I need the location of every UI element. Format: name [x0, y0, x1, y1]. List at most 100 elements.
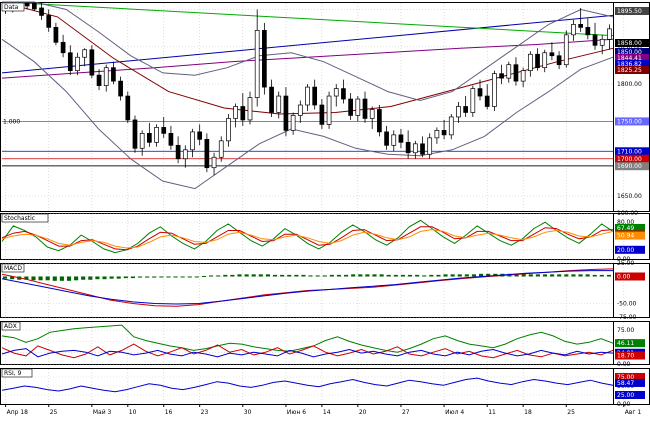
histogram-bar [272, 274, 278, 277]
candle-body [60, 41, 66, 54]
histogram-bar [351, 274, 356, 277]
histogram-bar [74, 276, 79, 281]
level-badge [615, 147, 649, 156]
level-label: 1710.00 [617, 148, 642, 155]
histogram-bar [223, 274, 228, 277]
y-tick-label: 100.00 [617, 210, 638, 217]
pane-title: RSI, 9 [4, 370, 22, 377]
histogram-bar [102, 276, 107, 280]
candle-body [463, 106, 468, 113]
candle-body [103, 67, 109, 86]
histogram-bar [116, 276, 121, 279]
histogram-bar [535, 274, 540, 277]
x-tick-label: Авг 1 [625, 409, 642, 416]
histogram-bar [415, 274, 420, 277]
candle-body [24, 2, 30, 7]
price-badge [615, 60, 649, 68]
candle-body [556, 55, 562, 66]
candle-body [341, 88, 346, 100]
trendline-line [1, 14, 614, 74]
x-tick-label: Июл 4 [445, 409, 464, 416]
x-tick-label: 11 [488, 409, 496, 416]
candle-body [333, 88, 339, 97]
histogram-bar [95, 276, 100, 280]
price-badge-label: 1836.82 [617, 61, 642, 68]
y-tick-label: 75.00 [617, 327, 634, 334]
candle-body [204, 138, 210, 169]
histogram-bar [38, 276, 43, 281]
pane-frame-3 [0, 321, 650, 365]
histogram-bar [564, 274, 569, 277]
candle-body [39, 7, 44, 16]
histogram-bar [365, 274, 370, 277]
candle-body [53, 27, 59, 43]
histogram-bar [52, 276, 57, 281]
candle-body [412, 143, 418, 154]
value-badge-label: 75.00 [617, 374, 634, 381]
y-tick-label: 0.00 [617, 361, 631, 368]
histogram-bar [344, 274, 349, 277]
candle-body [384, 131, 389, 146]
histogram-bar [24, 276, 29, 280]
pane-frame-4 [0, 368, 650, 405]
left-level-label: 1.000 [3, 118, 20, 125]
candle-body [211, 156, 217, 169]
histogram-bar [287, 274, 292, 277]
candle-body [448, 116, 454, 136]
x-tick-label: 18 [524, 409, 532, 416]
y-tick-label: 25.00 [617, 260, 634, 267]
histogram-bar [180, 276, 185, 278]
candle-body [297, 104, 303, 116]
candle-body [75, 56, 80, 72]
histogram-bar [457, 274, 462, 277]
histogram-bar [280, 274, 285, 277]
candle-body [441, 130, 447, 136]
series-line [1, 229, 614, 249]
value-badge-label: 46.11 [617, 340, 634, 347]
histogram-bar [550, 274, 555, 277]
x-tick-label: 10 [129, 409, 137, 416]
histogram-bar [528, 274, 533, 277]
histogram-bar [59, 276, 64, 281]
series-line [1, 270, 613, 305]
histogram-bar [557, 274, 562, 277]
histogram-bar [464, 274, 469, 277]
y-tick-label: -75.00 [617, 314, 637, 321]
candle-body [46, 15, 52, 28]
candle-body [434, 130, 440, 139]
pane-title-box [1, 321, 21, 331]
histogram-bar [422, 275, 427, 277]
x-tick-label: Июн 6 [287, 409, 306, 416]
y-tick-label: 1850.00 [617, 44, 642, 51]
histogram-bar [301, 274, 306, 277]
x-tick-label: 20 [359, 409, 367, 416]
series-line [1, 343, 614, 359]
candle-body [161, 127, 167, 134]
candle-body [377, 109, 382, 133]
histogram-bar [606, 274, 611, 277]
candle-body [154, 127, 159, 143]
histogram-bar [201, 275, 207, 277]
candle-body [226, 118, 231, 142]
candle-body [348, 98, 353, 116]
price-badge [615, 54, 649, 62]
value-badge-label: 20.00 [617, 247, 634, 254]
x-tick-label: Апр 18 [7, 409, 29, 416]
histogram-bar [159, 276, 164, 278]
value-badge-label: 58.47 [617, 380, 634, 387]
y-tick-label: 1650.00 [617, 193, 642, 200]
candle-body [111, 67, 116, 82]
histogram-bar [194, 276, 199, 278]
candle-body [312, 86, 318, 106]
candle-body [269, 86, 274, 113]
level-label: 1700.00 [617, 156, 642, 163]
histogram-bar [322, 275, 327, 277]
value-badge-label: 67.49 [617, 225, 634, 232]
histogram-bar [166, 276, 171, 278]
x-tick-label: 14 [323, 409, 331, 416]
candle-body [571, 24, 576, 36]
x-tick-label: 27 [402, 409, 410, 416]
candle-body [607, 28, 612, 40]
histogram-bar [209, 275, 214, 277]
histogram-bar [251, 274, 256, 277]
